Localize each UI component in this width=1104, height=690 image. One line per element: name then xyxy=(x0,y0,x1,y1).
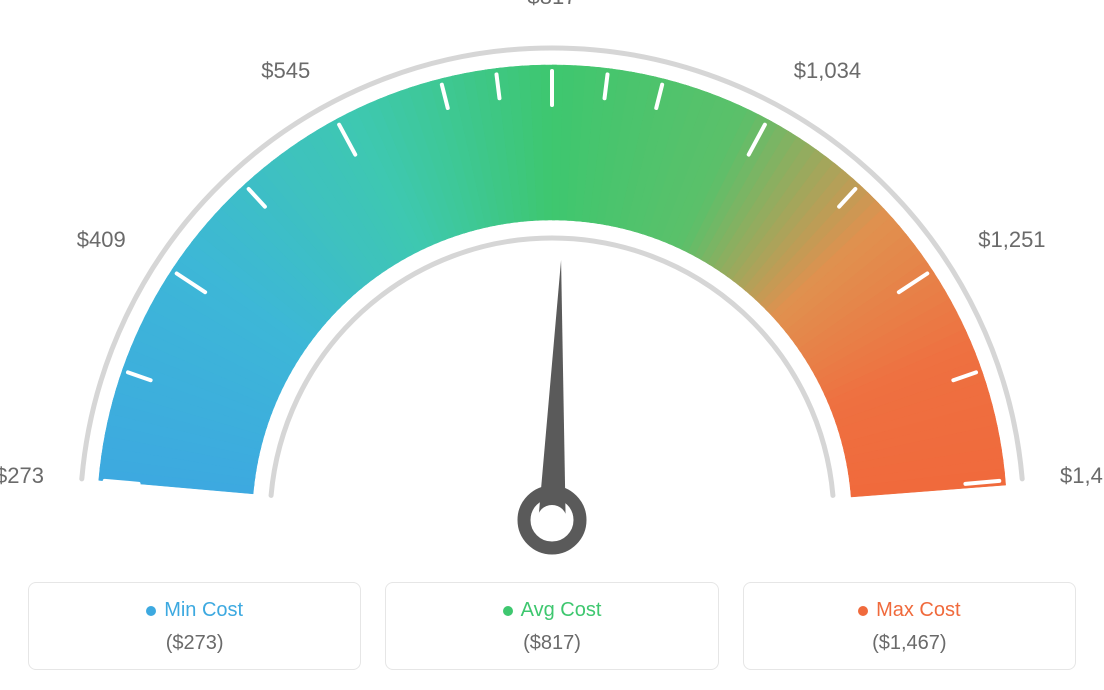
legend-min-value: ($273) xyxy=(39,632,350,655)
legend-card-max: Max Cost ($1,467) xyxy=(743,582,1076,670)
gauge-svg xyxy=(0,0,1104,560)
legend-min-dot xyxy=(146,606,156,616)
gauge-area: $273 $409 $545 $817 $1,034 $1,251 $1,467 xyxy=(0,0,1104,560)
legend-max-value: ($1,467) xyxy=(754,632,1065,655)
legend-min-top: Min Cost xyxy=(39,599,350,622)
legend-avg-dot xyxy=(503,606,513,616)
legend-max-top: Max Cost xyxy=(754,599,1065,622)
gauge-needle xyxy=(538,260,566,523)
legend-avg-value: ($817) xyxy=(396,632,707,655)
gauge-chart-container: $273 $409 $545 $817 $1,034 $1,251 $1,467 Min C… xyxy=(0,0,1104,690)
legend-min-label: Min Cost xyxy=(164,599,243,622)
gauge-tick-label: $1,251 xyxy=(978,227,1045,253)
legend-card-avg: Avg Cost ($817) xyxy=(385,582,718,670)
gauge-tick-label: $817 xyxy=(528,0,577,10)
legend-row: Min Cost ($273) Avg Cost ($817) Max Cost… xyxy=(0,582,1104,670)
legend-avg-top: Avg Cost xyxy=(396,599,707,622)
gauge-tick-label: $545 xyxy=(261,58,310,84)
gauge-tick-label: $1,467 xyxy=(1060,463,1104,489)
gauge-tick-label: $409 xyxy=(77,227,126,253)
legend-card-min: Min Cost ($273) xyxy=(28,582,361,670)
legend-max-dot xyxy=(858,606,868,616)
gauge-tick-label: $1,034 xyxy=(794,58,861,84)
legend-avg-label: Avg Cost xyxy=(521,599,602,622)
gauge-tick-label: $273 xyxy=(0,463,44,489)
legend-max-label: Max Cost xyxy=(876,599,960,622)
